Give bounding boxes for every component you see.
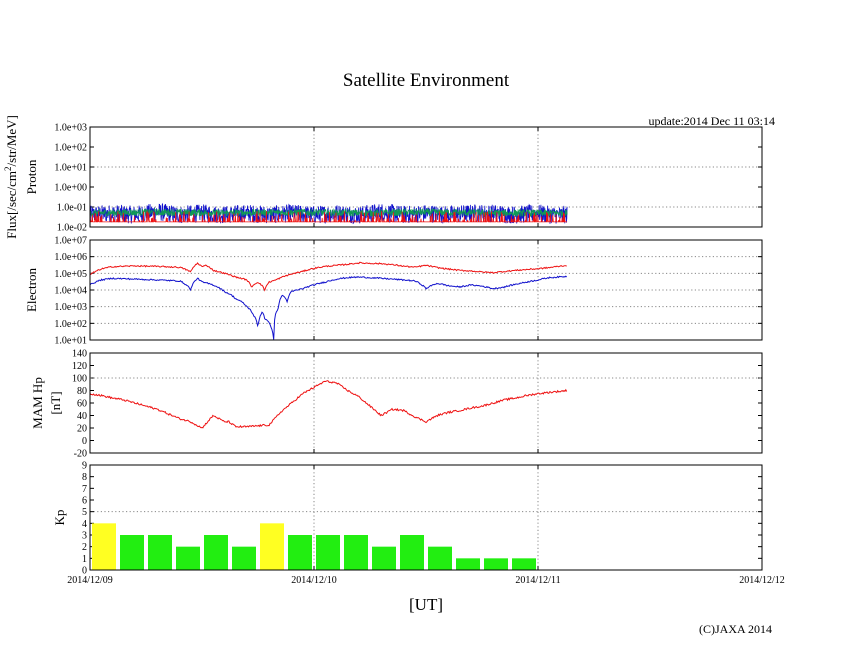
y-tick-label: 1.0e+05 xyxy=(54,269,87,280)
y-tick-label: 80 xyxy=(77,386,87,397)
y-tick-label: 1.0e+00 xyxy=(54,183,87,194)
y-tick-label: 1.0e+01 xyxy=(54,336,87,347)
x-tick-label: 2014/12/12 xyxy=(739,575,785,586)
kp-bar xyxy=(148,535,172,570)
y-axis-label: Flux[/sec/cm2/str/MeV] xyxy=(3,115,19,239)
kp-bar xyxy=(512,558,536,570)
y-tick-label: 9 xyxy=(82,461,87,472)
kp-bar xyxy=(204,535,228,570)
y-tick-label: 7 xyxy=(82,484,87,495)
kp-bar xyxy=(456,558,480,570)
kp-bar xyxy=(428,546,452,570)
y-tick-label: 1.0e+03 xyxy=(54,123,87,134)
y-tick-label: 0 xyxy=(82,566,87,577)
y-tick-label: 100 xyxy=(72,374,87,385)
y-tick-label: 8 xyxy=(82,472,87,483)
y-tick-label: 1.0e-01 xyxy=(57,203,87,214)
kp-bar xyxy=(400,535,424,570)
y-tick-label: 1.0e+07 xyxy=(54,236,87,247)
x-tick-label: 2014/12/11 xyxy=(515,575,560,586)
series-electron-red xyxy=(89,261,567,292)
kp-bar xyxy=(288,535,312,570)
x-tick-label: 2014/12/09 xyxy=(67,575,113,586)
panel-frame xyxy=(89,239,763,341)
chart-panels: 1.0e-021.0e-011.0e+001.0e+011.0e+021.0e+… xyxy=(3,115,763,577)
y-tick-label: 3 xyxy=(82,531,87,542)
y-tick-label: 20 xyxy=(77,424,87,435)
y-tick-label: 1.0e+04 xyxy=(54,286,87,297)
y-axis-label: Electron xyxy=(24,267,39,312)
y-tick-label: 4 xyxy=(82,519,87,530)
label-rest: /str/MeV] xyxy=(4,115,19,166)
x-axis-ticks: 2014/12/09 2014/12/10 2014/12/11 2014/12/12 xyxy=(67,575,785,586)
y-tick-label: 0 xyxy=(82,436,87,447)
y-tick-label: 5 xyxy=(82,507,87,518)
kp-bar xyxy=(344,535,368,570)
kp-bar xyxy=(176,546,200,570)
kp-bar xyxy=(372,546,396,570)
kp-bar xyxy=(232,546,256,570)
panel-frame xyxy=(89,352,763,454)
y-tick-label: 40 xyxy=(77,411,87,422)
y-axis-label: MAM Hp xyxy=(30,377,45,429)
chart-title: Satellite Environment xyxy=(343,70,510,91)
x-tick-label: 2014/12/10 xyxy=(291,575,337,586)
kp-bar xyxy=(260,523,284,570)
update-timestamp: update:2014 Dec 11 03:14 xyxy=(648,114,775,128)
y-tick-label: 2 xyxy=(82,542,87,553)
y-tick-label: 1 xyxy=(82,554,87,565)
kp-bar xyxy=(92,523,116,570)
y-tick-label: 60 xyxy=(77,399,87,410)
panel-electron: 1.0e+01 1.0e+02 1.0e+03 1.0e+04 1.0e+05 1.0e+… xyxy=(24,236,763,347)
kp-bar xyxy=(120,535,144,570)
kp-bar xyxy=(316,535,340,570)
y-tick-label: 140 xyxy=(72,349,87,360)
y-axis-label: [nT] xyxy=(48,391,63,414)
copyright: (C)JAXA 2014 xyxy=(699,622,772,636)
y-tick-label: 1.0e+03 xyxy=(54,302,87,313)
kp-bar xyxy=(484,558,508,570)
superscript: 2 xyxy=(3,166,13,171)
y-tick-label: 1.0e+02 xyxy=(54,319,87,330)
y-tick-label: 1.0e+01 xyxy=(54,163,87,174)
y-axis-label: Kp xyxy=(52,510,67,526)
y-tick-label: -20 xyxy=(74,449,87,460)
y-tick-label: 6 xyxy=(82,496,87,507)
series-proton-red xyxy=(89,210,568,223)
y-tick-label: 120 xyxy=(72,361,87,372)
panel-frame xyxy=(89,464,763,571)
x-axis-title: [UT] xyxy=(409,595,443,614)
series-hp-red xyxy=(89,380,568,429)
y-tick-label: 1.0e+02 xyxy=(54,143,87,154)
y-tick-label: 1.0e+06 xyxy=(54,252,87,263)
panel-frame xyxy=(89,126,763,228)
y-tick-label: 1.0e-02 xyxy=(57,223,87,234)
series-electron-blue xyxy=(89,275,568,340)
panel-proton: 1.0e-02 1.0e-01 1.0e+00 1.0e+01 1.0e+02 1.0e+… xyxy=(3,115,763,239)
y-axis-label: Proton xyxy=(24,159,39,194)
